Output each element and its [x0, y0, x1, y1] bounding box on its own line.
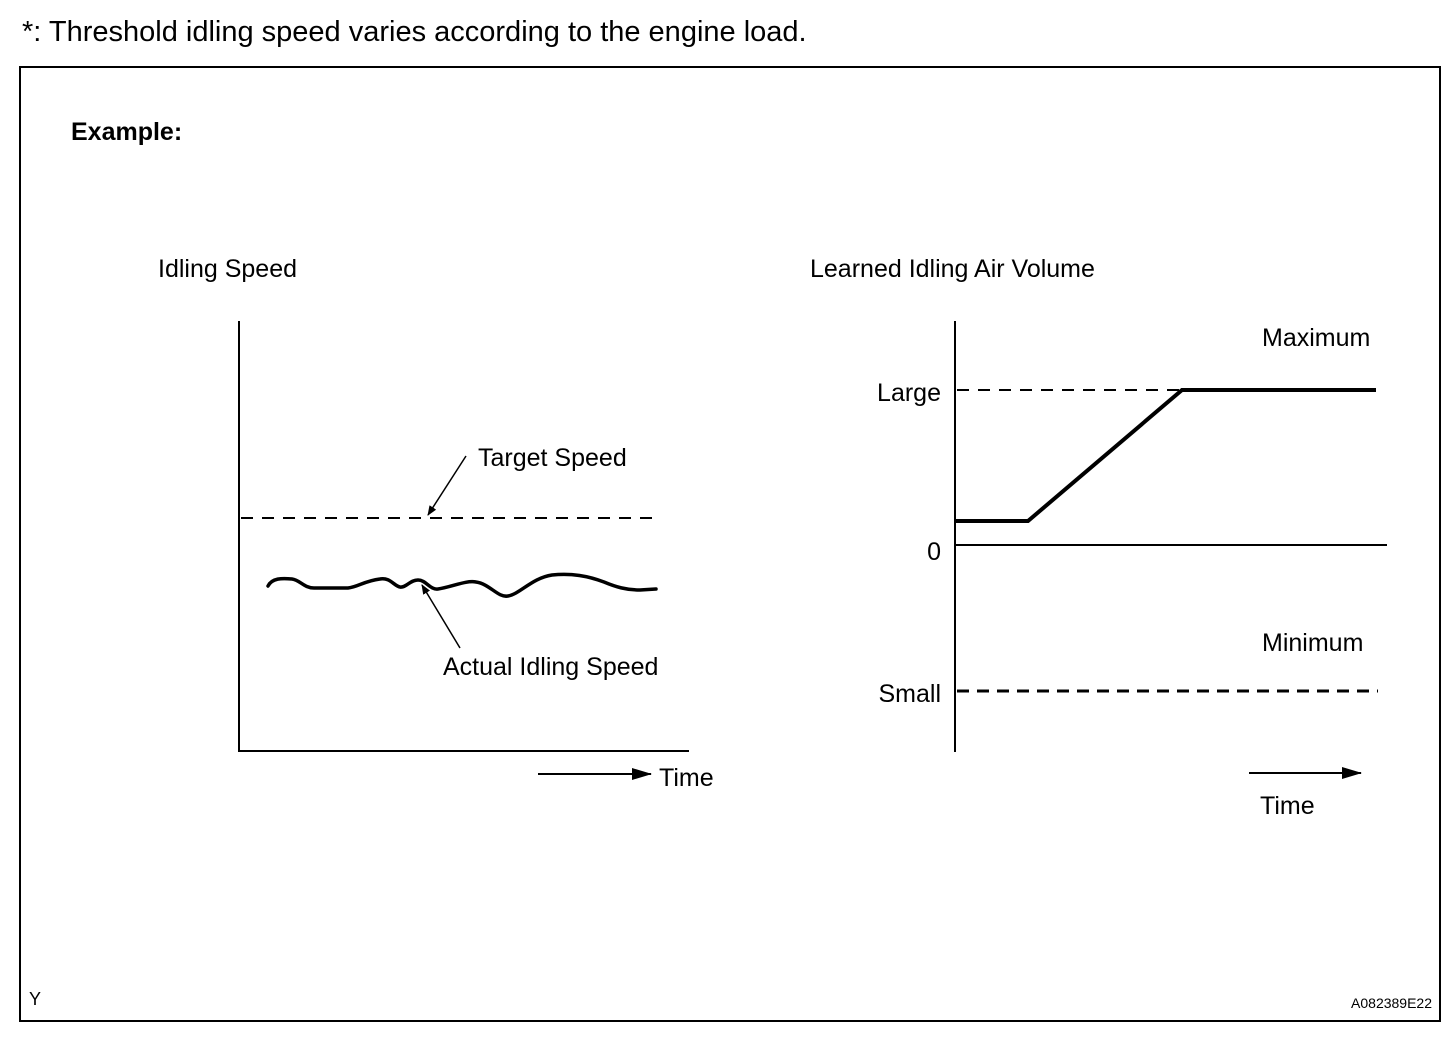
actual-idling-speed-label: Actual Idling Speed	[443, 653, 658, 681]
target-speed-label: Target Speed	[478, 444, 627, 472]
learned-volume-curve	[956, 388, 1376, 523]
learned-air-volume-title: Learned Idling Air Volume	[810, 255, 1095, 283]
figure-id: A082389E22	[1351, 995, 1432, 1011]
small-label: Small	[878, 680, 941, 708]
right-time-label: Time	[1260, 792, 1315, 820]
minimum-label: Minimum	[1262, 629, 1363, 657]
figure-frame	[19, 66, 1441, 1022]
idling-speed-title: Idling Speed	[158, 255, 297, 283]
corner-letter: Y	[29, 989, 41, 1009]
zero-label: 0	[927, 538, 941, 566]
actual-speed-arrow	[421, 584, 461, 649]
large-label: Large	[877, 379, 941, 407]
learned-air-volume-graph: Learned Idling Air Volume Maximum Large …	[810, 255, 1387, 820]
threshold-note: *: Threshold idling speed varies accordi…	[22, 16, 807, 48]
idling-speed-graph: Idling Speed Target Speed Actual Idling …	[158, 255, 714, 792]
left-time-label: Time	[659, 764, 714, 792]
example-heading: Example:	[71, 118, 182, 146]
actual-idling-speed-curve	[266, 572, 658, 598]
target-speed-arrow	[427, 455, 467, 516]
maximum-label: Maximum	[1262, 324, 1370, 352]
